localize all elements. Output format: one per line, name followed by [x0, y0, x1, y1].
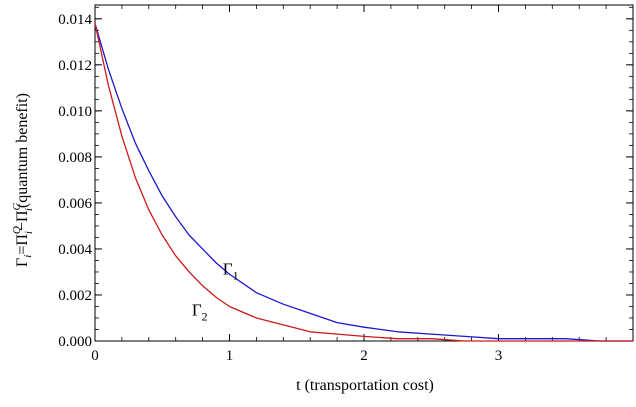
- series-layer: [94, 23, 633, 342]
- x-axis-ticks: 0 1 2 3: [91, 5, 502, 364]
- y-tick-label: 0.012: [58, 58, 92, 74]
- y-axis-title: Γi=ΠQi−ΠCi(quantum benefit): [11, 93, 35, 267]
- series-label-gamma-2: Γ2: [192, 301, 208, 324]
- y-title-sub-i2: i: [23, 231, 35, 234]
- x-tick-label: 3: [495, 348, 503, 364]
- series-label-gamma-1: Γ1: [223, 259, 239, 282]
- plot-frame: [94, 4, 634, 342]
- y-title-sub-i: i: [22, 255, 34, 258]
- y-tick-label: 0.010: [58, 104, 92, 120]
- x-tick-label: 0: [91, 348, 99, 364]
- y-axis-ticks: 0.000 0.002 0.004 0.006 0.008 0.010 0.012 0.014: [58, 12, 633, 350]
- y-title-sup-c: C: [11, 203, 23, 211]
- y-tick-label: 0.014: [58, 12, 92, 28]
- y-title-sub-i3: i: [23, 208, 35, 211]
- series-line-gamma-2: [94, 23, 633, 342]
- y-tick-label: 0.004: [58, 242, 92, 258]
- y-tick-label: 0.000: [58, 334, 92, 350]
- x-tick-label: 2: [360, 348, 368, 364]
- y-tick-label: 0.008: [58, 150, 92, 166]
- minor-ticks: [94, 5, 634, 342]
- series-line-gamma-1: [94, 23, 633, 342]
- y-tick-label: 0.002: [58, 288, 92, 304]
- y-title-eq-pi: =Π: [14, 234, 31, 255]
- x-axis-title: t (transportation cost): [296, 377, 434, 394]
- series-annotations: Γ1 Γ2: [192, 259, 239, 323]
- y-title-rest: (quantum benefit): [14, 93, 31, 208]
- y-title-gamma: Γ: [14, 258, 31, 267]
- y-title-sup-q: Q: [11, 226, 23, 234]
- y-tick-label: 0.006: [58, 196, 92, 212]
- x-tick-label: 1: [226, 348, 234, 364]
- y-title-minus-pi: −Π: [14, 210, 31, 231]
